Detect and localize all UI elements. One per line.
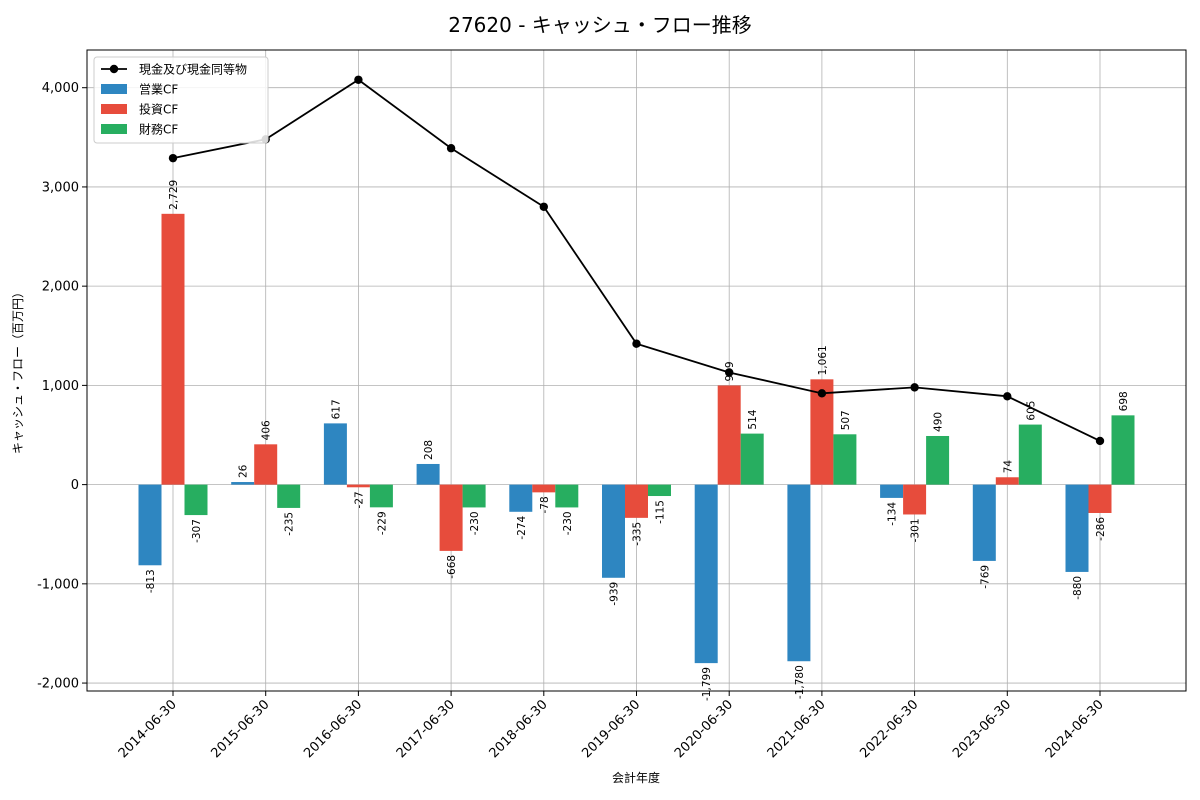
data-label: -235 bbox=[284, 512, 296, 536]
y-axis-label: キャッシュ・フロー（百万円） bbox=[11, 286, 25, 454]
legend-label: 営業CF bbox=[139, 83, 178, 97]
legend-label: 現金及び現金同等物 bbox=[139, 62, 247, 77]
data-label: -78 bbox=[539, 496, 551, 513]
data-label: -939 bbox=[609, 582, 621, 606]
data-label: -27 bbox=[353, 491, 365, 508]
y-tick-label: -1,000 bbox=[37, 577, 79, 592]
data-label: 698 bbox=[1118, 391, 1130, 411]
chart-title: 27620 - キャッシュ・フロー推移 bbox=[448, 13, 752, 37]
bar-0-2019-06-30 bbox=[602, 484, 625, 578]
bar-1-2020-06-30 bbox=[717, 385, 741, 485]
legend-bar-swatch bbox=[101, 124, 127, 134]
cash-line-point bbox=[446, 144, 456, 153]
data-label: 507 bbox=[840, 410, 852, 430]
bar-0-2017-06-30 bbox=[416, 463, 440, 485]
bar-1-2014-06-30 bbox=[161, 213, 185, 485]
bar-2-2024-06-30 bbox=[1111, 415, 1135, 485]
x-axis-label: 会計年度 bbox=[612, 770, 660, 785]
bar-2-2017-06-30 bbox=[462, 484, 486, 508]
cash-line-point bbox=[910, 383, 919, 392]
bar-0-2024-06-30 bbox=[1065, 484, 1089, 572]
data-label: 605 bbox=[1025, 401, 1037, 421]
bar-0-2018-06-30 bbox=[509, 484, 533, 512]
cash-line-point bbox=[1095, 436, 1105, 446]
cash-line-point bbox=[168, 153, 178, 163]
data-label: 999 bbox=[724, 361, 736, 381]
bar-1-2016-06-30 bbox=[346, 484, 370, 488]
bar-2-2022-06-30 bbox=[926, 435, 950, 485]
cash-line-point bbox=[354, 75, 363, 84]
data-label: -301 bbox=[910, 518, 922, 542]
data-label: -286 bbox=[1095, 517, 1107, 541]
data-label: -115 bbox=[655, 500, 667, 524]
bar-2-2019-06-30 bbox=[648, 484, 671, 497]
data-label: -230 bbox=[562, 511, 574, 535]
y-tick-label: 2,000 bbox=[42, 280, 79, 295]
bar-0-2021-06-30 bbox=[787, 484, 811, 662]
y-tick-label: 4,000 bbox=[42, 81, 79, 96]
bar-2-2015-06-30 bbox=[277, 484, 301, 508]
data-label: 74 bbox=[1002, 460, 1014, 474]
data-label: -134 bbox=[887, 502, 899, 526]
bar-1-2015-06-30 bbox=[254, 444, 278, 485]
data-label: -813 bbox=[145, 569, 157, 593]
bar-1-2022-06-30 bbox=[903, 484, 927, 515]
data-label: -230 bbox=[469, 511, 481, 535]
y-tick-label: 3,000 bbox=[42, 180, 79, 195]
data-label: -880 bbox=[1072, 576, 1084, 600]
cash-line-point bbox=[817, 389, 827, 398]
bar-0-2015-06-30 bbox=[231, 482, 255, 485]
bar-0-2020-06-30 bbox=[694, 484, 718, 664]
bar-2-2020-06-30 bbox=[740, 433, 764, 485]
bar-1-2024-06-30 bbox=[1088, 484, 1112, 513]
bar-0-2016-06-30 bbox=[323, 423, 347, 485]
bar-2-2023-06-30 bbox=[1018, 424, 1042, 485]
bar-2-2016-06-30 bbox=[369, 484, 393, 508]
legend-box bbox=[93, 56, 269, 144]
legend-label: 財務CF bbox=[139, 122, 178, 137]
data-label: 490 bbox=[933, 412, 945, 432]
data-label: 2,729 bbox=[168, 180, 180, 210]
data-label: -769 bbox=[979, 565, 991, 589]
bars bbox=[138, 213, 1135, 664]
data-label: 514 bbox=[747, 409, 759, 429]
y-tick-label: 1,000 bbox=[42, 379, 79, 394]
bar-1-2018-06-30 bbox=[532, 484, 556, 493]
data-label: -335 bbox=[632, 522, 644, 546]
legend-label: 投資CF bbox=[139, 102, 178, 117]
legend-line-marker bbox=[109, 64, 119, 74]
cash-line-point bbox=[539, 202, 548, 211]
legend-bar-swatch bbox=[101, 104, 127, 114]
data-label: 208 bbox=[423, 440, 435, 460]
bar-2-2021-06-30 bbox=[833, 434, 857, 485]
bar-1-2017-06-30 bbox=[439, 484, 463, 551]
y-tick-label: 0 bbox=[71, 478, 79, 493]
data-label: 1,061 bbox=[817, 345, 829, 375]
data-label: -1,780 bbox=[794, 665, 806, 699]
data-label: -1,799 bbox=[701, 667, 713, 701]
bar-2-2014-06-30 bbox=[184, 484, 208, 516]
bar-0-2023-06-30 bbox=[972, 484, 996, 561]
bar-1-2021-06-30 bbox=[810, 379, 834, 485]
bar-1-2023-06-30 bbox=[995, 477, 1019, 485]
legend-bar-swatch bbox=[101, 84, 127, 94]
data-label: -229 bbox=[376, 511, 388, 535]
y-tick-label: -2,000 bbox=[37, 677, 79, 692]
data-label: 406 bbox=[261, 420, 273, 440]
bar-0-2014-06-30 bbox=[138, 484, 162, 566]
bar-0-2022-06-30 bbox=[880, 484, 904, 498]
data-label: 26 bbox=[238, 464, 250, 478]
bar-2-2018-06-30 bbox=[555, 484, 579, 508]
bar-1-2019-06-30 bbox=[625, 484, 648, 518]
cash-line-point bbox=[632, 339, 641, 348]
data-label: 617 bbox=[330, 399, 342, 419]
data-labels: -813 26 617 208 -274 -939 -1,799 -1,780 -134 -769… bbox=[145, 180, 1130, 701]
data-label: -668 bbox=[446, 555, 458, 579]
data-label: -274 bbox=[516, 515, 528, 539]
cash-line-point bbox=[1003, 392, 1012, 401]
data-label: -307 bbox=[191, 519, 203, 543]
cash-line-point bbox=[725, 368, 734, 377]
